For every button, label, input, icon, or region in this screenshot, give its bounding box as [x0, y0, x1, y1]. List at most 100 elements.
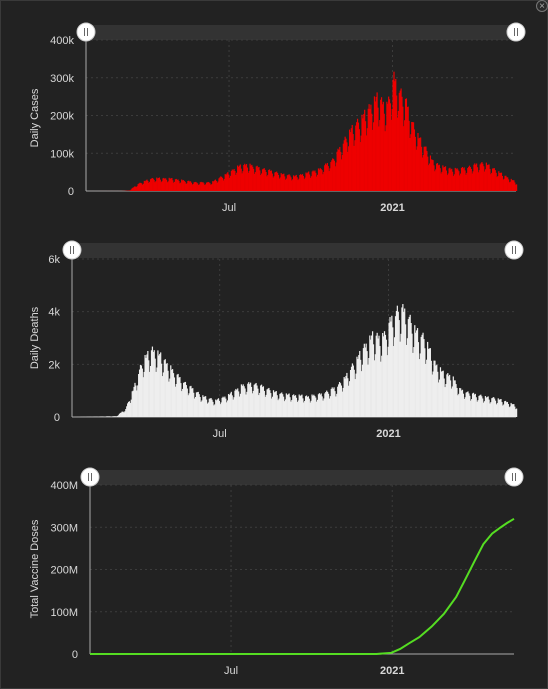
cases-bar [257, 167, 259, 191]
cases-bar [440, 173, 442, 191]
cases-bar [286, 175, 288, 191]
cases-bar [468, 165, 471, 191]
deaths-bar [421, 334, 423, 417]
cases-bar [462, 168, 464, 191]
cases-bar [302, 175, 304, 191]
deaths-bar [490, 402, 492, 417]
cases-bar [327, 166, 329, 191]
deaths-bar [311, 394, 313, 417]
deaths-bar [501, 402, 503, 417]
deaths-range-handle-left[interactable] [62, 240, 82, 260]
cases-bar [146, 179, 148, 191]
cases-bar [345, 138, 347, 191]
cases-bar [347, 151, 349, 191]
cases-bar [402, 106, 404, 191]
cases-range-handle-left[interactable] [76, 22, 96, 42]
deaths-bar [180, 383, 182, 417]
cases-bar [348, 129, 351, 191]
cases-range-handle-right[interactable] [506, 22, 526, 42]
cases-bar [132, 187, 134, 191]
deaths-bar [194, 398, 196, 417]
deaths-range-handle-right[interactable] [504, 240, 524, 260]
cases-bar [295, 174, 297, 191]
cases-bar [348, 146, 350, 191]
cases-handle-knob[interactable] [76, 22, 96, 42]
deaths-bars [72, 304, 518, 417]
deaths-bar [429, 348, 431, 417]
deaths-bar [161, 376, 164, 417]
cases-bar [304, 177, 306, 191]
cases-bar [205, 182, 208, 191]
cases-bar [199, 182, 201, 191]
deaths-bar [432, 371, 434, 417]
cases-bar [461, 167, 463, 191]
cases-bar [293, 175, 295, 191]
vaccine-y-tick-label: 200M [50, 565, 78, 577]
cases-bar [216, 182, 218, 191]
deaths-bar [505, 402, 508, 417]
deaths-bar [144, 355, 146, 417]
deaths-bar [452, 376, 454, 417]
vaccine-handle-knob[interactable] [80, 467, 100, 487]
deaths-range-slider-track[interactable] [72, 243, 516, 258]
deaths-handle-knob[interactable] [62, 240, 82, 260]
deaths-bar [394, 316, 397, 417]
deaths-bar [338, 384, 340, 417]
deaths-bar [388, 322, 390, 417]
cases-bar [137, 184, 139, 191]
deaths-bar [105, 416, 108, 417]
deaths-bar [513, 404, 515, 417]
deaths-bar [274, 391, 276, 417]
cases-bar [418, 138, 420, 191]
deaths-bar [206, 403, 209, 417]
cases-range-slider-track[interactable] [86, 25, 516, 40]
cases-bar [404, 120, 406, 191]
cases-bar [275, 172, 277, 191]
vaccine-range-handle-right[interactable] [504, 467, 524, 487]
deaths-bar [117, 415, 120, 417]
cases-bar [237, 166, 240, 191]
deaths-bar [306, 396, 309, 417]
deaths-bar [506, 401, 509, 417]
cases-bar [159, 179, 161, 191]
deaths-bar [200, 401, 202, 417]
deaths-bar [440, 371, 442, 417]
deaths-bar [99, 416, 101, 417]
cases-bar [271, 173, 273, 191]
cases-bar [503, 178, 505, 191]
vaccine-handle-knob[interactable] [504, 467, 524, 487]
cases-bar [217, 181, 219, 191]
cases-bar [351, 124, 353, 191]
deaths-bar [218, 400, 220, 417]
deaths-bar [353, 369, 355, 417]
deaths-bar [510, 402, 512, 417]
cases-bar [359, 142, 361, 191]
deaths-bar [338, 381, 341, 417]
cases-bar [412, 122, 415, 191]
cases-bar [293, 176, 296, 191]
deaths-bar [116, 415, 119, 417]
cases-bar [378, 126, 380, 191]
cases-bar [315, 172, 317, 191]
vaccine-range-handle-left[interactable] [80, 467, 100, 487]
vaccine-range-slider-track[interactable] [90, 470, 514, 485]
deaths-bar [347, 378, 349, 417]
deaths-bar [265, 394, 267, 417]
cases-bar [364, 109, 366, 191]
cases-bar [436, 163, 439, 191]
deaths-bar [407, 319, 409, 417]
deaths-bar [373, 360, 376, 417]
cases-bar [385, 125, 387, 191]
cases-bar [413, 129, 416, 191]
deaths-bar [128, 401, 131, 417]
cases-handle-knob[interactable] [506, 22, 526, 42]
deaths-handle-knob[interactable] [504, 240, 524, 260]
cases-bar [303, 179, 305, 191]
deaths-bar [418, 359, 420, 417]
deaths-bar [502, 405, 504, 417]
cases-bar [239, 164, 241, 191]
deaths-bar [296, 402, 298, 417]
deaths-bar [216, 400, 218, 417]
cases-bar [253, 173, 256, 191]
deaths-bar [369, 335, 371, 417]
